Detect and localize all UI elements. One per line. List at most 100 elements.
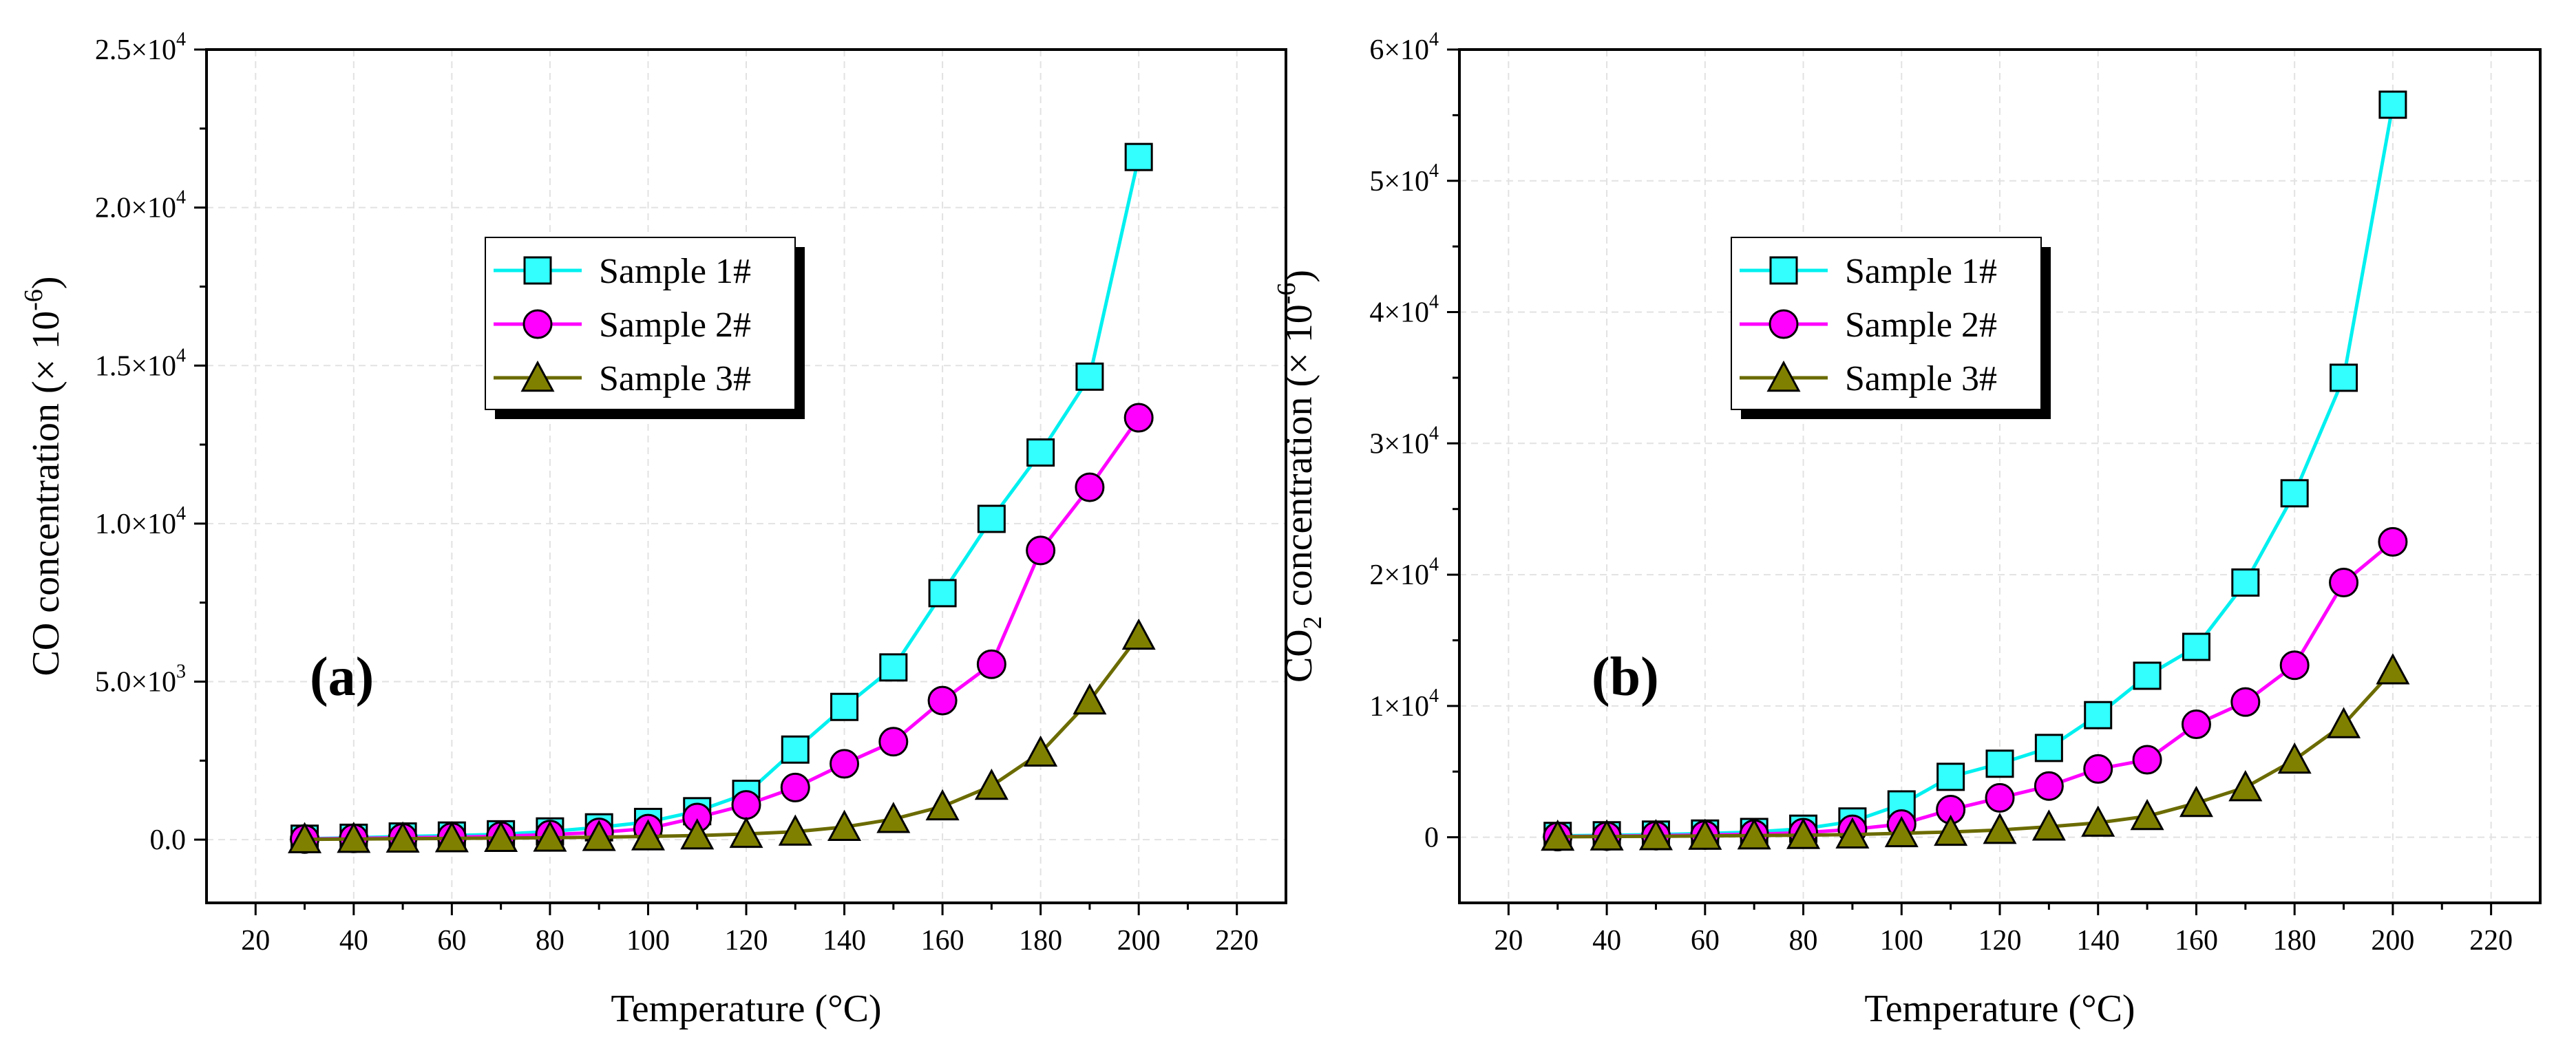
legend-marker (523, 256, 552, 285)
data-point (1737, 818, 1771, 850)
series-2 (1543, 526, 2408, 852)
data-point (582, 820, 616, 851)
y-tick-label: 5×104 (1369, 160, 1439, 198)
x-axis-title: Temperature (°C) (611, 988, 881, 1030)
chart-panel-b: 20 40 60 80 100 120 140 160 180 200 220 0 1×104 2×104… (1272, 29, 2542, 1030)
data-point (1123, 403, 1154, 433)
data-point (2230, 687, 2261, 717)
series-3 (1541, 653, 2410, 851)
x-tick-label: 200 (1117, 925, 1161, 957)
data-point (2132, 745, 2162, 775)
data-point (1124, 142, 1153, 171)
x-tick-label: 60 (437, 925, 466, 957)
y-tick-label: 1.0×104 (95, 503, 186, 540)
legend-label: Sample 1# (599, 252, 751, 291)
data-point (2179, 785, 2213, 818)
y-tick-label: 3×104 (1369, 423, 1439, 460)
data-point (830, 692, 859, 721)
legend-label: Sample 3# (1845, 359, 1997, 398)
data-point (729, 816, 763, 848)
y-tick-label: 1.5×104 (95, 345, 186, 382)
data-point (731, 790, 761, 820)
data-point (830, 749, 860, 779)
data-point (1541, 819, 1575, 851)
data-point (778, 814, 812, 846)
y-axis-title: CO concentration (× 10-6) (19, 276, 67, 676)
y-tick-label: 2×104 (1369, 554, 1439, 591)
data-point (879, 653, 908, 682)
data-point (2083, 754, 2113, 784)
series-line (1557, 104, 2395, 838)
legend-marker (1766, 360, 1801, 392)
data-point (976, 649, 1006, 679)
data-point (2133, 661, 2162, 690)
data-point (827, 809, 862, 841)
data-point (1073, 683, 1107, 715)
legend-marker (520, 360, 555, 392)
data-point (927, 685, 958, 716)
x-tick-label: 100 (1880, 925, 1923, 957)
data-point (1934, 814, 1968, 846)
data-point (1590, 819, 1624, 851)
data-point (876, 802, 911, 833)
x-tick-label: 140 (2076, 925, 2120, 957)
data-point (2231, 568, 2260, 597)
y-tick-label: 6×104 (1369, 29, 1439, 66)
data-point (1026, 535, 1056, 566)
data-point (1688, 818, 1722, 850)
x-tick-label: 160 (921, 925, 964, 957)
x-tick-label: 220 (2469, 925, 2513, 957)
series-1 (1543, 90, 2407, 851)
data-point (2378, 90, 2407, 119)
data-point (288, 822, 322, 853)
data-point (337, 822, 371, 853)
data-point (781, 735, 810, 764)
panel-label: (b) (1592, 647, 1659, 707)
data-point (2330, 363, 2358, 392)
data-point (1884, 815, 1919, 848)
data-point (2031, 809, 2066, 841)
x-tick-label: 40 (1592, 925, 1621, 957)
x-tick-label: 200 (2371, 925, 2414, 957)
y-tick-label: 1×104 (1369, 685, 1439, 723)
data-point (1983, 812, 2017, 844)
data-point (1121, 618, 1156, 650)
x-tick-label: 160 (2175, 925, 2218, 957)
x-tick-label: 20 (241, 925, 270, 957)
x-tick-label: 120 (1978, 925, 2022, 957)
y-axis-title: CO2 concentration (× 10-6) (1272, 270, 1327, 683)
data-point (1786, 818, 1821, 849)
y-tick-label: 0.0 (150, 824, 187, 856)
legend: Sample 1# Sample 2# Sample 3# (485, 237, 805, 419)
x-tick-label: 80 (1789, 925, 1818, 957)
series-2 (290, 403, 1154, 854)
data-point (2081, 805, 2115, 837)
y-tick-label: 4×104 (1369, 292, 1439, 329)
data-point (928, 579, 957, 608)
x-tick-label: 180 (1019, 925, 1062, 957)
grid (207, 49, 1286, 903)
data-point (1985, 782, 2015, 813)
series-line (304, 416, 1141, 841)
legend-marker (1769, 256, 1798, 285)
data-point (1075, 362, 1104, 391)
y-tick-label: 2.5×104 (95, 29, 186, 66)
legend-label: Sample 3# (599, 359, 751, 398)
data-point (878, 727, 909, 757)
series-line (304, 634, 1141, 842)
x-tick-label: 180 (2273, 925, 2316, 957)
legend-label: Sample 2# (1845, 306, 1997, 345)
data-point (1936, 762, 1965, 791)
data-point (484, 820, 518, 853)
data-point (1985, 749, 2014, 778)
data-point (1638, 819, 1673, 851)
data-point (2376, 653, 2410, 685)
data-point (925, 789, 960, 821)
data-point (2130, 798, 2164, 831)
legend-marker (1769, 309, 1799, 339)
data-point (977, 504, 1006, 533)
panel-label: (a) (310, 647, 374, 707)
legend: Sample 1# Sample 2# Sample 3# (1731, 237, 2051, 419)
legend-label: Sample 2# (599, 306, 751, 345)
data-point (2329, 568, 2359, 598)
